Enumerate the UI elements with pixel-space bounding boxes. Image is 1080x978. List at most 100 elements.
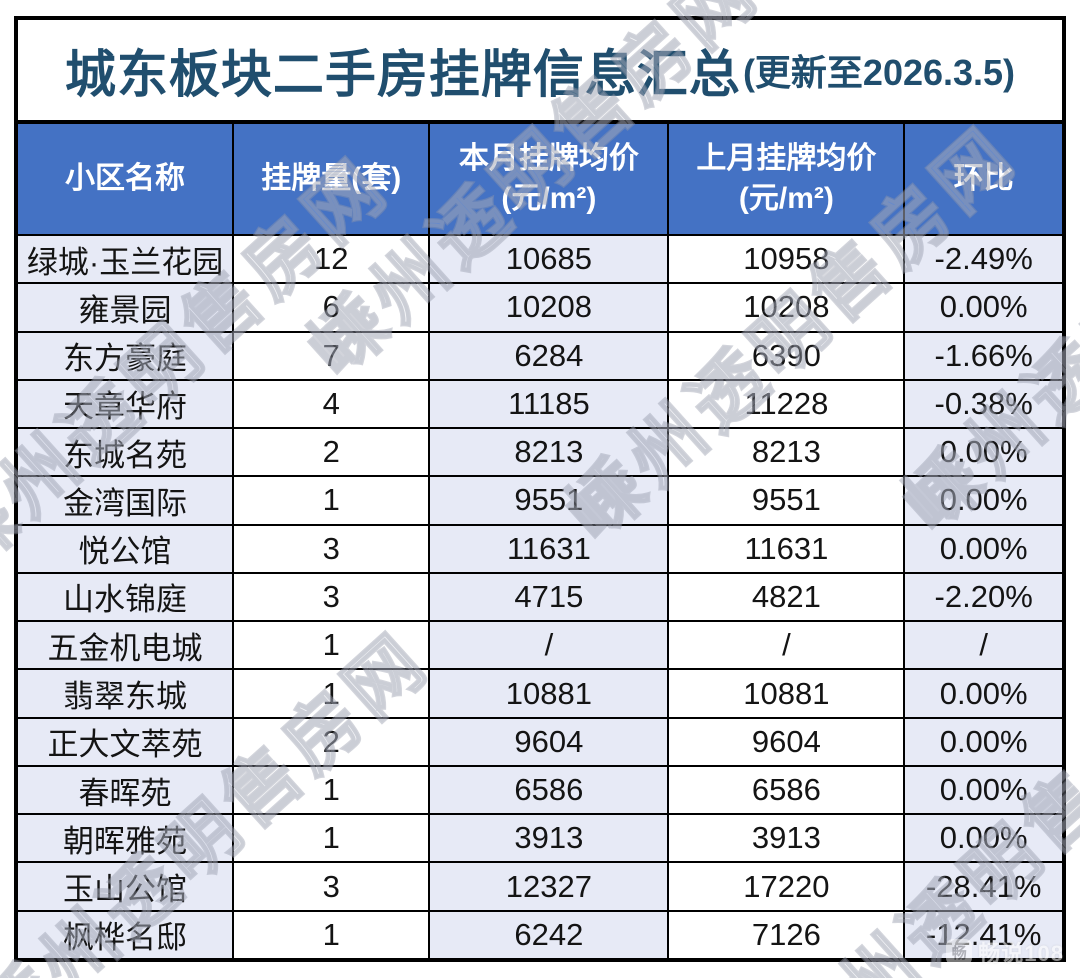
table-cell: 玉山公馆 xyxy=(18,863,235,910)
table-cell: 朝晖雅苑 xyxy=(18,815,235,862)
table-cell: 0.00% xyxy=(905,429,1062,476)
table-cell: -12.41% xyxy=(905,911,1062,958)
column-header-label: 上月挂牌均价 xyxy=(696,141,877,175)
table-cell: 1 xyxy=(234,622,431,669)
table-cell: 0.00% xyxy=(905,670,1062,717)
table-cell: 0.00% xyxy=(905,477,1062,524)
table-title-row: 城东板块二手房挂牌信息汇总 (更新至2026.3.5) xyxy=(18,20,1062,124)
table-cell: / xyxy=(669,622,906,669)
table-cell: 0.00% xyxy=(905,766,1062,814)
table-cell: 10208 xyxy=(669,284,906,331)
table-row: 正大文萃苑 2 9604 9604 0.00% xyxy=(18,718,1062,767)
table-cell: 1 xyxy=(234,815,431,862)
table-cell: 11631 xyxy=(669,525,906,572)
column-header-community: 小区名称 xyxy=(18,124,235,234)
table-cell: 7126 xyxy=(669,911,906,958)
table-cell: 1 xyxy=(234,670,431,717)
column-header-label: 本月挂牌均价 xyxy=(458,141,639,175)
table-cell: 8213 xyxy=(430,429,670,476)
table-cell: 10685 xyxy=(430,236,670,283)
table-body: 绿城·玉兰花园 12 10685 10958 -2.49% 雍景园 6 10208 10208 0… xyxy=(18,236,1062,958)
table-cell: 4821 xyxy=(669,573,906,621)
table-cell: 枫桦名邸 xyxy=(18,911,235,958)
table-cell: 绿城·玉兰花园 xyxy=(18,236,235,283)
column-header-previous-month-price: 上月挂牌均价 (元/m²) xyxy=(669,124,906,234)
table-cell: 8213 xyxy=(669,429,906,476)
table-header-row: 小区名称 挂牌量(套) 本月挂牌均价 (元/m²) 上月挂牌均价 (元/m²) … xyxy=(18,124,1062,236)
table-row: 翡翠东城 1 10881 10881 0.00% xyxy=(18,670,1062,719)
table-cell: 3913 xyxy=(430,815,670,862)
table-cell: 1 xyxy=(234,477,431,524)
table-cell: 金湾国际 xyxy=(18,477,235,524)
table-row: 东城名苑 2 8213 8213 0.00% xyxy=(18,429,1062,478)
table-cell: -1.66% xyxy=(905,332,1062,379)
table-cell: 12 xyxy=(234,236,431,283)
table-cell: 6586 xyxy=(669,766,906,814)
column-header-label: 小区名称 xyxy=(65,161,186,195)
table-cell: 4 xyxy=(234,380,431,428)
table-cell: 悦公馆 xyxy=(18,525,235,572)
table-row: 春晖苑 1 6586 6586 0.00% xyxy=(18,766,1062,816)
listings-table: 城东板块二手房挂牌信息汇总 (更新至2026.3.5) 小区名称 挂牌量(套) 本… xyxy=(14,16,1066,962)
table-cell: 10958 xyxy=(669,236,906,283)
table-cell: 2 xyxy=(234,718,431,765)
table-cell: -28.41% xyxy=(905,863,1062,910)
table-cell: 6 xyxy=(234,284,431,331)
table-row: 山水锦庭 3 4715 4821 -2.20% xyxy=(18,573,1062,623)
table-cell: 10881 xyxy=(669,670,906,717)
table-cell: / xyxy=(905,622,1062,669)
table-cell: 1 xyxy=(234,766,431,814)
table-cell: 9551 xyxy=(430,477,670,524)
table-cell: 6586 xyxy=(430,766,670,814)
table-cell: 3913 xyxy=(669,815,906,862)
column-header-mom-change: 环比 xyxy=(905,124,1062,234)
column-header-unit: (元/m²) xyxy=(738,182,834,215)
column-header-listing-count: 挂牌量(套) xyxy=(234,124,431,234)
table-row: 悦公馆 3 11631 11631 0.00% xyxy=(18,525,1062,574)
column-header-label: 挂牌量(套) xyxy=(261,161,402,195)
table-cell: 9551 xyxy=(669,477,906,524)
table-cell: 3 xyxy=(234,525,431,572)
table-cell: 10881 xyxy=(430,670,670,717)
table-row: 金湾国际 1 9551 9551 0.00% xyxy=(18,477,1062,526)
table-cell: 11228 xyxy=(669,380,906,428)
table-cell: 0.00% xyxy=(905,284,1062,331)
table-cell: 天章华府 xyxy=(18,380,235,428)
table-cell: 翡翠东城 xyxy=(18,670,235,717)
table-cell: 7 xyxy=(234,332,431,379)
table-cell: 正大文萃苑 xyxy=(18,718,235,765)
column-header-current-month-price: 本月挂牌均价 (元/m²) xyxy=(430,124,670,234)
table-cell: -0.38% xyxy=(905,380,1062,428)
table-cell: 3 xyxy=(234,573,431,621)
table-cell: 3 xyxy=(234,863,431,910)
table-cell: 6390 xyxy=(669,332,906,379)
table-cell: 1 xyxy=(234,911,431,958)
table-row: 五金机电城 1// / xyxy=(18,622,1062,671)
table-cell: 山水锦庭 xyxy=(18,573,235,621)
table-cell: 12327 xyxy=(430,863,670,910)
table-cell: 17220 xyxy=(669,863,906,910)
table-cell: 雍景园 xyxy=(18,284,235,331)
table-row: 天章华府 4 11185 11228 -0.38% xyxy=(18,380,1062,430)
table-cell: 五金机电城 xyxy=(18,622,235,669)
table-cell: 9604 xyxy=(430,718,670,765)
table-cell: -2.20% xyxy=(905,573,1062,621)
table-row: 东方豪庭 7 6284 6390 -1.66% xyxy=(18,332,1062,381)
table-cell: -2.49% xyxy=(905,236,1062,283)
table-row: 雍景园 6 10208 10208 0.00% xyxy=(18,284,1062,333)
table-row: 绿城·玉兰花园 12 10685 10958 -2.49% xyxy=(18,236,1062,285)
table-cell: / xyxy=(430,622,670,669)
page-title: 城东板块二手房挂牌信息汇总 xyxy=(64,46,741,103)
table-row: 玉山公馆 3 12327 17220 -28.41% xyxy=(18,863,1062,912)
table-cell: 2 xyxy=(234,429,431,476)
column-header-label: 环比 xyxy=(953,161,1014,195)
table-row: 枫桦名邸 1 6242 7126 -12.41% xyxy=(18,911,1062,958)
table-cell: 11631 xyxy=(430,525,670,572)
table-row: 朝晖雅苑 1 3913 3913 0.00% xyxy=(18,815,1062,864)
table-cell: 6284 xyxy=(430,332,670,379)
table-cell: 11185 xyxy=(430,380,670,428)
table-cell: 东城名苑 xyxy=(18,429,235,476)
table-cell: 10208 xyxy=(430,284,670,331)
table-cell: 东方豪庭 xyxy=(18,332,235,379)
